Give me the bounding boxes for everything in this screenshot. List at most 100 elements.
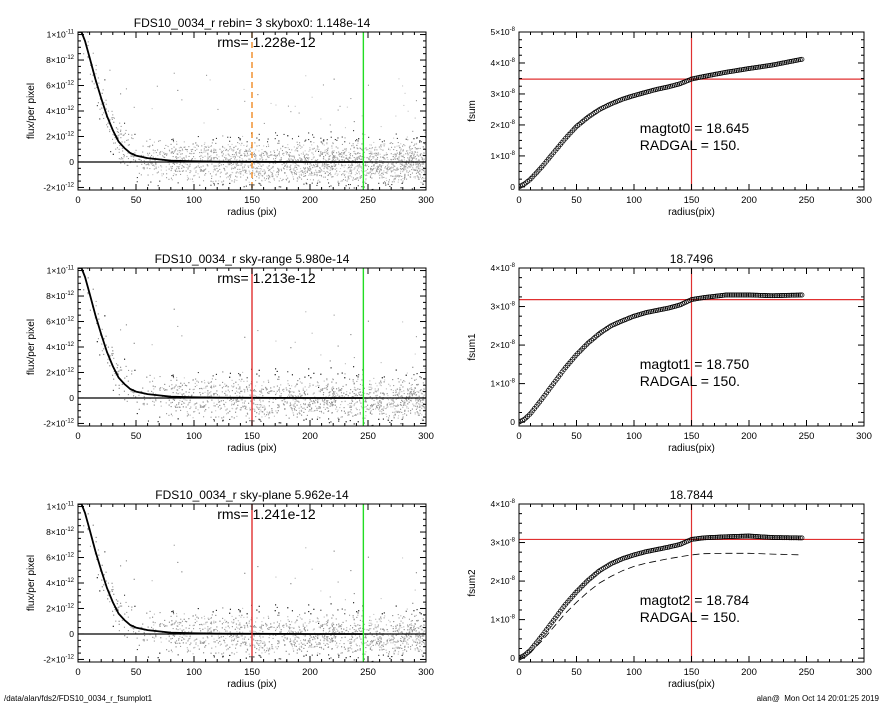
data-point xyxy=(131,370,133,372)
data-point xyxy=(267,138,269,140)
data-point xyxy=(346,157,348,159)
data-point xyxy=(248,402,250,404)
data-point xyxy=(336,152,338,154)
data-point xyxy=(387,159,389,161)
data-point xyxy=(423,172,425,174)
y-tick-label: 2×10-8 xyxy=(491,120,516,130)
data-point xyxy=(390,167,392,169)
data-point xyxy=(209,156,211,158)
data-point xyxy=(422,177,424,179)
data-point xyxy=(119,369,121,371)
data-point xyxy=(185,170,187,172)
data-point xyxy=(339,171,341,173)
data-point xyxy=(374,147,376,149)
data-point xyxy=(375,406,377,408)
data-point xyxy=(371,387,373,389)
data-point xyxy=(278,180,280,182)
data-point xyxy=(415,167,417,169)
data-point xyxy=(190,406,192,408)
data-point xyxy=(417,171,419,173)
data-point xyxy=(147,420,149,422)
data-point xyxy=(389,142,391,144)
data-point xyxy=(390,389,392,391)
data-point xyxy=(181,335,183,337)
data-point xyxy=(192,379,194,381)
data-point xyxy=(361,379,363,381)
data-point xyxy=(393,385,395,387)
data-point xyxy=(345,154,347,156)
data-point xyxy=(242,170,244,172)
data-point xyxy=(204,169,206,171)
mean-profile-line xyxy=(78,32,364,163)
data-point xyxy=(336,139,338,141)
data-point xyxy=(357,142,359,144)
data-point xyxy=(313,165,315,167)
data-point xyxy=(210,155,212,157)
data-point xyxy=(418,391,420,393)
data-point xyxy=(345,185,347,187)
data-point xyxy=(249,165,251,167)
data-point xyxy=(173,72,175,74)
plot-area xyxy=(519,32,864,190)
data-point xyxy=(234,156,236,158)
data-point xyxy=(407,154,409,156)
data-point xyxy=(314,402,316,404)
data-point xyxy=(373,156,375,158)
data-point xyxy=(90,64,92,66)
data-point xyxy=(260,165,262,167)
data-point xyxy=(415,158,417,160)
data-point xyxy=(258,413,260,415)
data-point xyxy=(407,139,409,141)
data-point xyxy=(254,172,256,174)
x-axis-label: radius(pix) xyxy=(668,207,715,218)
data-point xyxy=(379,164,381,166)
data-point xyxy=(291,155,293,157)
data-point xyxy=(396,158,398,160)
data-point xyxy=(118,384,120,386)
data-point xyxy=(250,400,252,402)
data-point xyxy=(114,142,116,144)
data-point xyxy=(235,408,237,410)
data-point xyxy=(372,153,374,155)
data-point xyxy=(192,389,194,391)
data-point xyxy=(344,400,346,402)
data-point xyxy=(181,99,183,101)
data-point xyxy=(131,155,133,157)
data-point xyxy=(244,154,246,156)
data-point xyxy=(355,171,357,173)
data-point xyxy=(338,151,340,153)
data-point xyxy=(114,137,116,139)
data-point xyxy=(414,117,416,119)
data-point xyxy=(363,186,365,188)
data-point xyxy=(375,172,377,174)
data-point xyxy=(411,153,413,155)
data-point xyxy=(307,404,309,406)
data-point xyxy=(298,407,300,409)
data-point xyxy=(297,395,299,397)
data-point xyxy=(419,401,421,403)
data-point xyxy=(87,57,89,59)
data-point xyxy=(369,396,371,398)
data-point xyxy=(360,155,362,157)
data-point xyxy=(414,176,416,178)
x-tick-label: 100 xyxy=(186,195,202,206)
data-point xyxy=(357,152,359,154)
data-point xyxy=(248,386,250,388)
data-point xyxy=(113,121,115,123)
data-point xyxy=(413,374,415,376)
data-point xyxy=(365,415,367,417)
data-point xyxy=(418,178,420,180)
data-point xyxy=(377,390,379,392)
data-point xyxy=(322,158,324,160)
data-point xyxy=(248,181,250,183)
data-point xyxy=(126,400,128,402)
data-point xyxy=(147,152,149,154)
data-point xyxy=(418,395,420,397)
data-point xyxy=(421,402,423,404)
data-point xyxy=(162,155,164,157)
data-point xyxy=(258,375,260,377)
data-point xyxy=(325,396,327,398)
data-point xyxy=(255,180,257,182)
data-point xyxy=(422,399,424,401)
data-point xyxy=(386,157,388,159)
